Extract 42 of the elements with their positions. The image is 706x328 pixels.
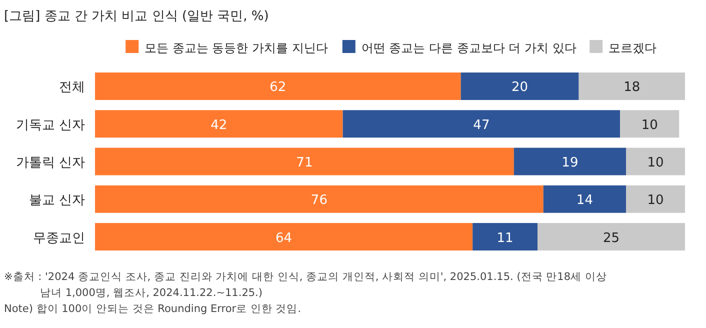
y-tick-label: 기독교 신자 <box>16 118 85 133</box>
data-label: 71 <box>296 156 313 170</box>
data-label: 25 <box>602 230 620 246</box>
text: Note) 합이 100이 안되는 것은 Rounding Error로 인한 것임. <box>4 303 302 315</box>
data-label: 62 <box>270 80 286 96</box>
data-label: 47 <box>473 118 490 133</box>
bar <box>95 110 343 138</box>
bar <box>472 223 538 250</box>
bar <box>538 223 685 250</box>
data-label: 76 <box>310 193 328 208</box>
data-label: 14 <box>576 193 593 208</box>
data-label: 11 <box>496 230 514 246</box>
legend-label: 모든 종교는 동등한 가치를 지닌다 <box>144 41 328 55</box>
y-tick-label: 불교 신자 <box>28 193 85 208</box>
bar <box>578 72 685 100</box>
bar <box>620 110 680 138</box>
data-label: 18 <box>624 80 640 96</box>
y-tick-label: 전체 <box>59 80 85 96</box>
bar <box>95 185 544 213</box>
text: ※출처 : '2024 종교인식 조사, 종교 진리와 가치에 대한 인식, 종교의 개인적, 사회적 의미', 2025.01.15. (전국 만18세 이상 <box>4 271 607 283</box>
data-label: 10 <box>647 193 664 208</box>
data-label: 20 <box>512 80 528 96</box>
bar <box>626 185 685 213</box>
chart-title: [그림] 종교 간 가치 비교 인식 (일반 국민, %) <box>4 9 269 24</box>
data-label: 42 <box>210 118 228 133</box>
legend-label: 모르겠다 <box>608 41 657 55</box>
y-tick-label: 가톨릭 신자 <box>16 156 85 170</box>
y-tick-label: 무종교인 <box>33 230 85 246</box>
legend-label: 어떤 종교는 다른 종교보다 더 가치 있다 <box>361 41 576 55</box>
bar <box>95 223 473 250</box>
bar <box>514 148 626 176</box>
bar <box>626 148 685 176</box>
data-label: 10 <box>647 156 664 170</box>
bar <box>460 72 579 100</box>
bar <box>543 185 626 213</box>
data-label: 10 <box>641 118 658 133</box>
bar <box>342 110 620 138</box>
bar <box>95 72 461 100</box>
data-label: 19 <box>562 156 578 170</box>
bar <box>95 148 514 176</box>
data-label: 64 <box>276 230 292 246</box>
text: 남녀 1,000명, 웹조사, 2024.11.22.~11.25.) <box>40 287 262 299</box>
